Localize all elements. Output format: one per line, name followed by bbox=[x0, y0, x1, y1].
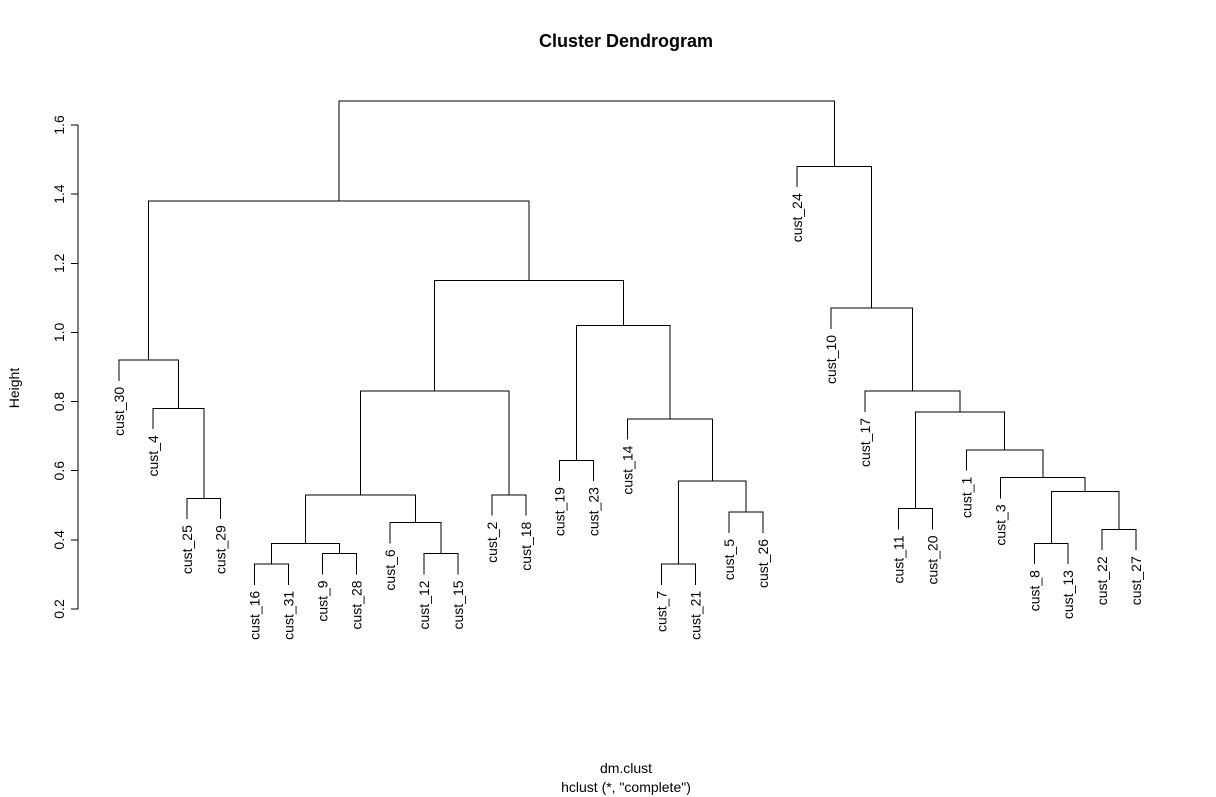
merge-link bbox=[360, 390, 510, 495]
merge-link bbox=[966, 449, 1044, 478]
merge-link bbox=[660, 563, 696, 585]
merge-link bbox=[999, 477, 1086, 499]
leaf-label: cust_18 bbox=[518, 521, 534, 570]
leaf-label: cust_26 bbox=[755, 539, 771, 588]
leaf-label: cust_12 bbox=[416, 580, 432, 629]
merge-link bbox=[627, 418, 713, 482]
merge-link bbox=[186, 497, 222, 520]
merge-link bbox=[423, 553, 459, 575]
leaf-label: cust_25 bbox=[179, 525, 195, 574]
merge-link bbox=[254, 563, 289, 585]
merge-link bbox=[915, 411, 1006, 509]
leaf-label: cust_4 bbox=[145, 435, 161, 476]
y-axis-label: Height bbox=[6, 368, 22, 409]
merge-link bbox=[728, 511, 764, 533]
chart-title: Cluster Dendrogram bbox=[539, 31, 713, 51]
leaf-label: cust_5 bbox=[721, 539, 737, 580]
merge-link bbox=[338, 100, 835, 202]
leaf-label: cust_7 bbox=[653, 591, 669, 632]
merge-link bbox=[576, 325, 671, 461]
leaf-label: cust_14 bbox=[620, 445, 636, 494]
leaf-label: cust_30 bbox=[111, 387, 127, 436]
merge-link bbox=[491, 494, 527, 516]
leaf-label: cust_2 bbox=[484, 521, 500, 562]
merge-link bbox=[389, 522, 442, 554]
merge-link bbox=[1101, 528, 1137, 551]
leaf-label: cust_24 bbox=[789, 193, 805, 242]
leaf-label: cust_13 bbox=[1060, 570, 1076, 619]
leaf-label: cust_10 bbox=[823, 335, 839, 384]
y-tick-label: 0.2 bbox=[51, 599, 67, 619]
leaf-label: cust_9 bbox=[314, 580, 330, 621]
merge-link bbox=[434, 280, 624, 392]
leaf-label: cust_20 bbox=[925, 535, 941, 584]
dendrogram-links bbox=[118, 100, 1137, 585]
merge-link bbox=[559, 459, 595, 482]
leaf-labels: cust_30 cust_4 cust_25 cust_29 cust_16 cust_3… bbox=[111, 193, 1144, 640]
leaf-label: cust_29 bbox=[213, 525, 229, 574]
merge-link bbox=[1033, 542, 1069, 565]
merge-link bbox=[677, 480, 747, 565]
y-tick-label: 1.0 bbox=[51, 322, 67, 342]
leaf-label: cust_11 bbox=[891, 535, 907, 583]
merge-link bbox=[321, 553, 357, 575]
merge-link bbox=[1050, 490, 1120, 544]
x-axis-label: dm.clust bbox=[600, 760, 652, 776]
y-tick-label: 0.4 bbox=[51, 530, 67, 550]
y-tick-label: 1.2 bbox=[51, 253, 67, 273]
leaf-label: cust_31 bbox=[281, 591, 297, 640]
leaf-label: cust_16 bbox=[247, 591, 263, 640]
y-tick-label: 0.6 bbox=[51, 461, 67, 481]
leaf-label: cust_3 bbox=[992, 504, 1008, 545]
y-tick-label: 1.4 bbox=[51, 184, 67, 204]
merge-link bbox=[796, 165, 873, 309]
merge-link bbox=[118, 359, 179, 409]
y-tick-label: 0.8 bbox=[51, 392, 67, 412]
merge-link bbox=[864, 390, 961, 412]
merge-link bbox=[152, 407, 205, 499]
merge-link bbox=[830, 307, 913, 392]
merge-link bbox=[898, 508, 934, 530]
leaf-label: cust_23 bbox=[586, 487, 602, 536]
leaf-label: cust_22 bbox=[1094, 556, 1110, 605]
leaf-label: cust_28 bbox=[348, 580, 364, 629]
y-axis: 0.2 0.4 0.6 0.8 1.0 1.2 1.4 1.6 bbox=[51, 115, 79, 619]
leaf-label: cust_15 bbox=[450, 580, 466, 629]
leaf-label: cust_1 bbox=[959, 477, 975, 518]
y-tick-label: 1.6 bbox=[51, 115, 67, 135]
leaf-label: cust_8 bbox=[1026, 570, 1042, 611]
leaf-label: cust_17 bbox=[857, 418, 873, 467]
leaf-label: cust_27 bbox=[1128, 556, 1144, 605]
merge-link bbox=[304, 494, 417, 544]
leaf-label: cust_21 bbox=[687, 591, 703, 640]
leaf-label: cust_6 bbox=[382, 549, 398, 590]
leaf-label: cust_19 bbox=[552, 487, 568, 536]
method-sublabel: hclust (*, "complete") bbox=[561, 779, 691, 795]
